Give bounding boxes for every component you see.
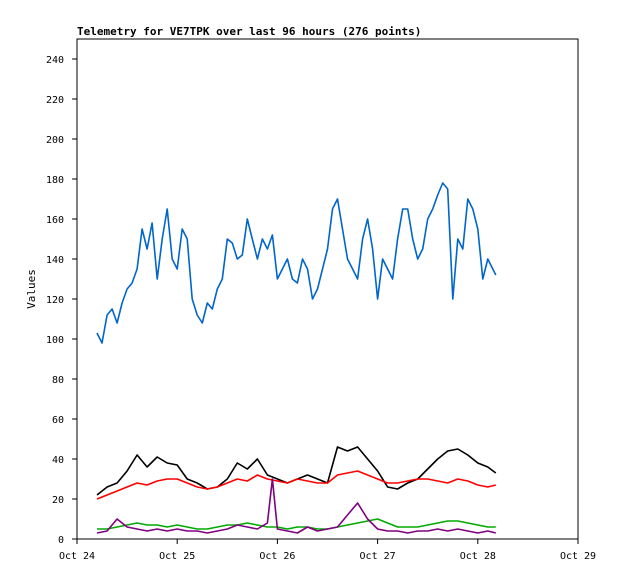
x-tick-label: Oct 25 xyxy=(159,551,195,562)
y-tick-label: 140 xyxy=(46,255,64,266)
x-tick-label: Oct 28 xyxy=(460,551,496,562)
y-tick-label: 20 xyxy=(52,495,64,506)
chart-title: Telemetry for VE7TPK over last 96 hours … xyxy=(77,25,421,38)
y-tick-label: 40 xyxy=(52,455,64,466)
x-tick-label: Oct 26 xyxy=(259,551,295,562)
y-tick-label: 240 xyxy=(46,55,64,66)
x-axis-ticks: Oct 24 Oct 25 Oct 26 Oct 27 Oct 28 Oct 29 xyxy=(59,539,596,562)
y-axis-label: Values xyxy=(25,269,38,309)
y-tick-label: 0 xyxy=(58,535,64,546)
x-tick-label: Oct 29 xyxy=(560,551,596,562)
series-line-4 xyxy=(97,518,496,530)
y-tick-label: 80 xyxy=(52,375,64,386)
y-tick-label: 200 xyxy=(46,135,64,146)
y-tick-label: 100 xyxy=(46,335,64,346)
x-tick-label: Oct 27 xyxy=(360,551,396,562)
series-layer xyxy=(96,182,497,534)
series-line-3 xyxy=(96,470,496,500)
x-tick-label: Oct 24 xyxy=(59,551,95,562)
y-tick-label: 160 xyxy=(46,215,64,226)
series-line-1 xyxy=(96,182,497,344)
y-tick-label: 180 xyxy=(46,175,64,186)
y-tick-label: 220 xyxy=(46,95,64,106)
y-tick-label: 60 xyxy=(52,415,64,426)
y-tick-label: 120 xyxy=(46,295,64,306)
plot-area xyxy=(76,38,579,540)
y-axis-ticks: 0 20 40 60 80 100 120 140 160 180 200 220 240 xyxy=(46,55,77,546)
series-line-5 xyxy=(96,478,496,534)
